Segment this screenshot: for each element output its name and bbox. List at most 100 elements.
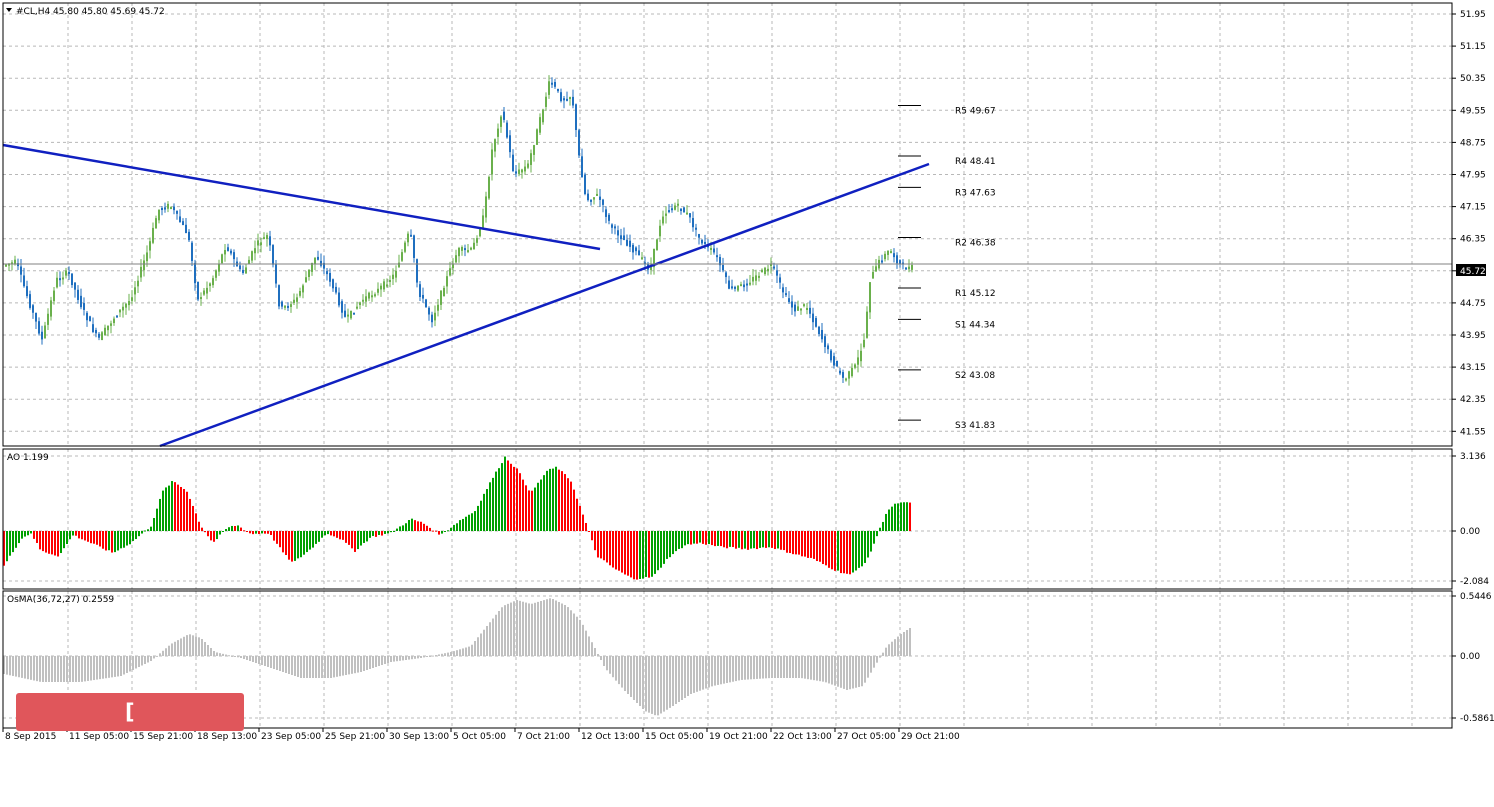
candle-body — [554, 82, 556, 87]
descending-trendline[interactable] — [2, 143, 601, 251]
time-tick-label: 25 Sep 21:00 — [325, 732, 385, 742]
ao-bar — [780, 531, 782, 550]
candle-body — [272, 245, 274, 265]
ao-bar — [306, 531, 308, 553]
osma-bar — [564, 605, 566, 656]
candle-body — [104, 327, 106, 336]
symbol-dropdown-icon[interactable] — [6, 8, 12, 12]
candle-body — [536, 129, 538, 145]
candle-body — [776, 270, 778, 276]
ao-bar — [3, 531, 5, 566]
osma-bar — [468, 646, 470, 656]
price-candles — [5, 75, 913, 386]
ao-bar — [117, 531, 119, 551]
osma-bar — [777, 656, 779, 678]
candle-body — [743, 284, 745, 288]
osma-bar — [660, 656, 662, 714]
time-axis: 8 Sep 2015 11 Sep 05:00 15 Sep 21:00 18 Sep… — [2, 728, 960, 742]
ao-bar — [474, 511, 476, 531]
osma-bar — [477, 637, 479, 656]
osma-bar — [861, 656, 863, 687]
osma-bar — [825, 656, 827, 683]
ao-bar — [879, 527, 881, 531]
osma-bar — [66, 656, 68, 682]
panel-frame — [2, 2, 1453, 447]
ao-bar — [414, 520, 416, 531]
ao-bar — [249, 531, 251, 534]
candle-body — [698, 234, 700, 238]
ao-bar — [504, 456, 506, 531]
time-tick-label: 23 Sep 05:00 — [261, 732, 321, 742]
ao-bar — [93, 531, 95, 544]
osma-bar — [96, 656, 98, 680]
candle-body — [731, 286, 733, 289]
candle-body — [524, 166, 526, 172]
candle-body — [428, 307, 430, 315]
osma-bar — [429, 656, 431, 657]
candle-body — [692, 218, 694, 228]
osma-bar — [873, 656, 875, 668]
osma-bar — [630, 656, 632, 697]
candle-body — [533, 145, 535, 155]
ao-bar — [150, 526, 152, 531]
ao-bar — [297, 531, 299, 559]
osma-bar — [18, 656, 20, 678]
osma-bar — [51, 656, 53, 682]
chart-canvas[interactable]: R5 49.67 R4 48.41 R3 47.63 R2 46.38 R1 45.12… — [0, 0, 1494, 744]
osma-bar — [246, 656, 248, 660]
osma-bar — [312, 656, 314, 678]
candle-body — [164, 207, 166, 210]
candle-body — [893, 253, 895, 258]
candle-body — [377, 288, 379, 293]
osma-bar — [105, 656, 107, 679]
osma-tick-label: 0.5446 — [1460, 592, 1492, 602]
osma-bar — [681, 656, 683, 700]
ao-bar — [738, 531, 740, 548]
price-tick-label: 47.95 — [1460, 171, 1486, 181]
candle-body — [467, 250, 469, 253]
pivot-label: R4 48.41 — [955, 157, 996, 167]
candle-body — [200, 297, 202, 300]
osma-bar — [168, 645, 170, 656]
candle-body — [311, 262, 313, 272]
ao-bar — [627, 531, 629, 576]
ao-bar — [558, 469, 560, 531]
ao-bar — [372, 531, 374, 536]
ao-bar — [843, 531, 845, 574]
candle-body — [182, 221, 184, 226]
ao-bar — [36, 531, 38, 543]
candle-body — [605, 209, 607, 217]
osma-bar — [33, 656, 35, 681]
candle-body — [449, 268, 451, 276]
ascending-trendline[interactable] — [159, 162, 930, 448]
ao-bar — [333, 531, 335, 537]
instaforex-watermark[interactable]: [ www.instaforex.com ] — [16, 693, 244, 800]
ao-bar — [237, 525, 239, 531]
ao-bar — [387, 531, 389, 534]
ao-bar — [432, 530, 434, 532]
osma-bar — [225, 654, 227, 656]
osma-bar — [495, 614, 497, 656]
candle-body — [635, 247, 637, 252]
trendlines[interactable] — [2, 143, 930, 448]
osma-bar — [363, 656, 365, 671]
ao-bar — [528, 490, 530, 531]
ao-bar — [465, 516, 467, 531]
osma-bar — [63, 656, 65, 682]
osma-bar — [441, 653, 443, 656]
candle-body — [629, 240, 631, 247]
candle-body — [368, 292, 370, 299]
osma-bar — [39, 656, 41, 682]
ao-bar — [225, 529, 227, 531]
osma-bar — [759, 656, 761, 679]
ao-bar — [132, 531, 134, 541]
osma-bar — [513, 601, 515, 656]
candle-body — [632, 244, 634, 253]
ao-bar — [33, 531, 35, 539]
ao-bar — [270, 531, 272, 535]
ao-bar — [690, 531, 692, 545]
current-price-tag — [1456, 264, 1486, 276]
ao-bar — [567, 478, 569, 531]
candle-body — [401, 252, 403, 261]
